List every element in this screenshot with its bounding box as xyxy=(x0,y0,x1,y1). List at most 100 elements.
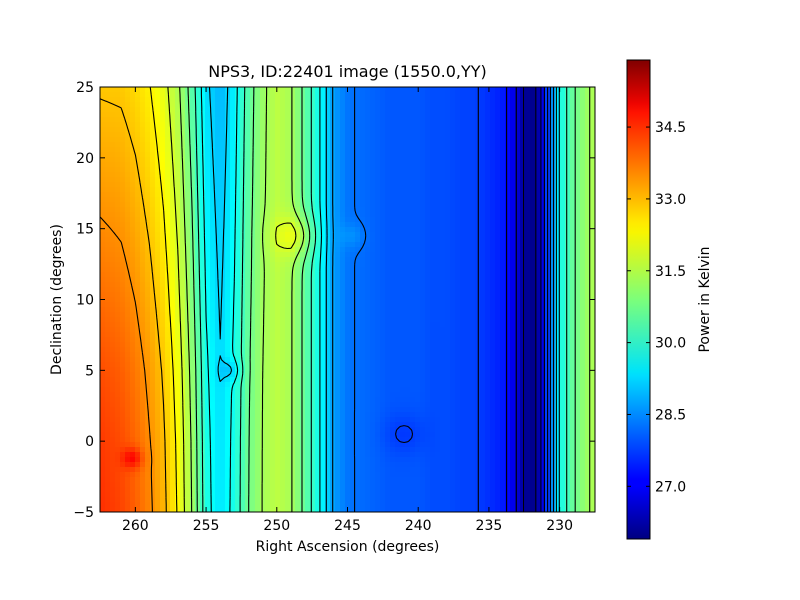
heatmap-cell xyxy=(315,337,321,343)
heatmap-cell xyxy=(460,142,466,148)
heatmap-cell xyxy=(130,87,136,93)
heatmap-cell xyxy=(560,312,566,318)
heatmap-cell xyxy=(195,107,201,113)
heatmap-cell xyxy=(355,132,361,138)
heatmap-cell xyxy=(255,107,261,113)
heatmap-cell xyxy=(170,337,176,343)
heatmap-cell xyxy=(270,237,276,243)
heatmap-cell xyxy=(210,292,216,298)
heatmap-cell xyxy=(250,272,256,278)
heatmap-cell xyxy=(385,252,391,258)
heatmap-cell xyxy=(255,122,261,128)
heatmap-cell xyxy=(375,252,381,258)
heatmap-cell xyxy=(130,197,136,203)
heatmap-cell xyxy=(410,167,416,173)
heatmap-cell xyxy=(445,87,451,93)
heatmap-cell xyxy=(375,212,381,218)
heatmap-cell xyxy=(125,97,131,103)
heatmap-cell xyxy=(550,272,556,278)
heatmap-cell xyxy=(150,312,156,318)
heatmap-cell xyxy=(580,327,586,333)
heatmap-cell xyxy=(285,147,291,153)
heatmap-cell xyxy=(505,237,511,243)
heatmap-cell xyxy=(460,177,466,183)
heatmap-cell xyxy=(220,312,226,318)
heatmap-cell xyxy=(540,137,546,143)
heatmap-cell xyxy=(495,152,501,158)
heatmap-cell xyxy=(215,177,221,183)
heatmap-cell xyxy=(110,252,116,258)
heatmap-cell xyxy=(340,257,346,263)
heatmap-cell xyxy=(215,192,221,198)
heatmap-cell xyxy=(525,252,531,258)
heatmap-cell xyxy=(480,322,486,328)
heatmap-cell xyxy=(485,92,491,98)
heatmap-cell xyxy=(225,307,231,313)
heatmap-cell xyxy=(385,327,391,333)
heatmap-cell xyxy=(115,287,121,293)
heatmap-cell xyxy=(590,172,595,178)
heatmap-cell xyxy=(135,297,141,303)
heatmap-cell xyxy=(190,102,196,108)
heatmap-cell xyxy=(500,187,506,193)
heatmap-cell xyxy=(410,162,416,168)
heatmap-cell xyxy=(515,142,521,148)
heatmap-cell xyxy=(440,312,446,318)
heatmap-cell xyxy=(320,177,326,183)
heatmap-cell xyxy=(395,237,401,243)
heatmap-cell xyxy=(460,212,466,218)
heatmap-cell xyxy=(160,207,166,213)
heatmap-cell xyxy=(155,172,161,178)
heatmap-cell xyxy=(320,132,326,138)
heatmap-cell xyxy=(340,262,346,268)
heatmap-cell xyxy=(540,272,546,278)
heatmap-cell xyxy=(165,312,171,318)
heatmap-cell xyxy=(470,192,476,198)
heatmap-cell xyxy=(415,162,421,168)
heatmap-cell xyxy=(230,242,236,248)
heatmap-cell xyxy=(390,282,396,288)
heatmap-cell xyxy=(345,92,351,98)
heatmap-cell xyxy=(300,222,306,228)
heatmap-cell xyxy=(520,257,526,263)
heatmap-cell xyxy=(455,182,461,188)
heatmap-cell xyxy=(340,277,346,283)
heatmap-cell xyxy=(580,167,586,173)
heatmap-cell xyxy=(355,257,361,263)
heatmap-cell xyxy=(185,142,191,148)
heatmap-cell xyxy=(590,157,595,163)
heatmap-cell xyxy=(150,187,156,193)
heatmap-cell xyxy=(485,312,491,318)
heatmap-cell xyxy=(290,167,296,173)
heatmap-cell xyxy=(310,272,316,278)
heatmap-cell xyxy=(550,232,556,238)
heatmap-cell xyxy=(345,162,351,168)
heatmap-cell xyxy=(295,302,301,308)
heatmap-cell xyxy=(350,327,356,333)
heatmap-cell xyxy=(130,297,136,303)
heatmap-cell xyxy=(175,107,181,113)
heatmap-cell xyxy=(300,147,306,153)
heatmap-cell xyxy=(240,177,246,183)
heatmap-cell xyxy=(530,192,536,198)
heatmap-cell xyxy=(385,207,391,213)
heatmap-cell xyxy=(340,252,346,258)
heatmap-cell xyxy=(375,282,381,288)
heatmap-cell xyxy=(145,112,151,118)
heatmap-cell xyxy=(315,267,321,273)
heatmap-cell xyxy=(405,262,411,268)
heatmap-cell xyxy=(310,302,316,308)
heatmap-cell xyxy=(515,262,521,268)
heatmap-cell xyxy=(590,212,595,218)
heatmap-cell xyxy=(405,192,411,198)
heatmap-cell xyxy=(115,242,121,248)
heatmap-cell xyxy=(105,132,111,138)
heatmap-cell xyxy=(555,222,561,228)
heatmap-cell xyxy=(585,237,591,243)
heatmap-cell xyxy=(280,252,286,258)
heatmap-cell xyxy=(160,237,166,243)
heatmap-cell xyxy=(410,112,416,118)
heatmap-cell xyxy=(495,122,501,128)
heatmap-cell xyxy=(525,142,531,148)
heatmap-cell xyxy=(395,252,401,258)
